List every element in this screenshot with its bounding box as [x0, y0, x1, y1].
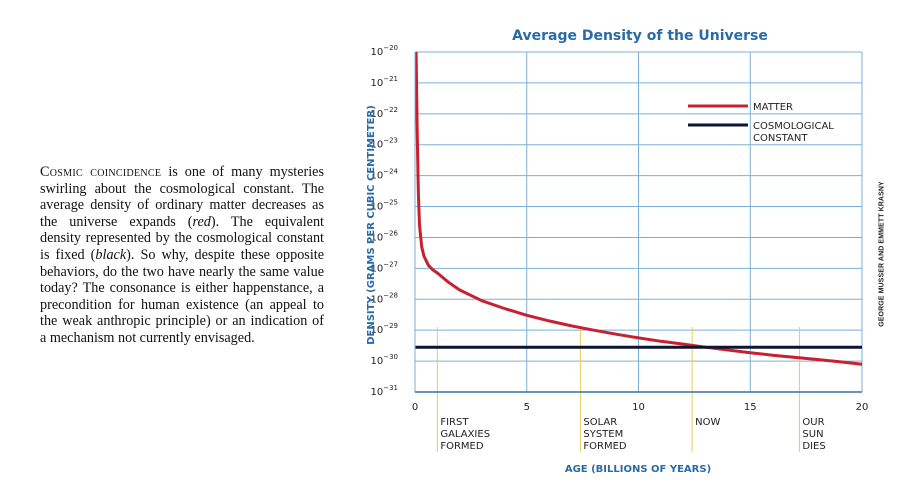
event-label: FORMED	[583, 441, 627, 452]
event-label: FIRST	[440, 417, 469, 428]
x-tick-label: 10	[632, 402, 645, 413]
x-tick-label: 15	[744, 402, 757, 413]
caption-red-word: red	[192, 213, 211, 230]
y-tick-label: 10−24	[370, 168, 398, 182]
x-tick-label: 5	[524, 402, 530, 413]
chart-grid	[415, 51, 863, 392]
legend-label: COSMOLOGICAL	[753, 121, 834, 132]
event-label: SUN	[802, 429, 823, 440]
event-label: SYSTEM	[583, 429, 623, 440]
y-tick-label: 10−20	[370, 44, 398, 58]
y-tick-label: 10−23	[370, 137, 398, 151]
y-tick-label: 10−27	[370, 260, 398, 274]
x-tick-label: 0	[412, 402, 418, 413]
x-tick-label: 20	[856, 402, 869, 413]
caption-paragraph: Cosmic coincidence is one of many myster…	[40, 164, 324, 347]
y-tick-label: 10−25	[370, 199, 398, 213]
y-tick-label: 10−22	[370, 106, 398, 120]
caption-lead: Cosmic coincidence	[40, 164, 162, 180]
chart-axes: 10−20 10−21 10−22 10−23 10−24 10−25 10−26 10−27…	[370, 44, 868, 413]
y-tick-label: 10−29	[370, 322, 398, 336]
y-tick-label: 10−26	[370, 229, 398, 243]
event-label: DIES	[802, 441, 825, 452]
legend-label: MATTER	[753, 102, 793, 113]
y-tick-label: 10−30	[370, 353, 398, 367]
chart-title: Average Density of the Universe	[512, 28, 768, 44]
y-tick-label: 10−21	[370, 75, 398, 89]
y-tick-label: 10−31	[370, 384, 398, 398]
caption-part-1: is one of many mysteries swirling about …	[40, 164, 325, 230]
legend-label: CONSTANT	[753, 133, 808, 144]
event-label: NOW	[695, 417, 720, 428]
y-axis-label: DENSITY (GRAMS PER CUBIC CENTIMETER)	[366, 105, 377, 345]
event-label: FORMED	[440, 441, 484, 452]
caption-part-3: ). So why, despite these opposite behavi…	[40, 246, 325, 346]
event-label: GALAXIES	[440, 429, 490, 440]
x-axis-label: AGE (BILLIONS OF YEARS)	[565, 464, 711, 475]
event-label: SOLAR	[583, 417, 617, 428]
caption-black-word: black	[95, 246, 127, 263]
y-tick-label: 10−28	[370, 291, 398, 305]
event-label: OUR	[802, 417, 824, 428]
caption-part-2: ). The equivalent density represented by…	[40, 213, 324, 263]
series-matter	[414, 51, 863, 366]
photo-credit: GEORGE MUSSER AND EMMETT KRASNY	[878, 181, 886, 327]
chart-series	[414, 51, 863, 366]
